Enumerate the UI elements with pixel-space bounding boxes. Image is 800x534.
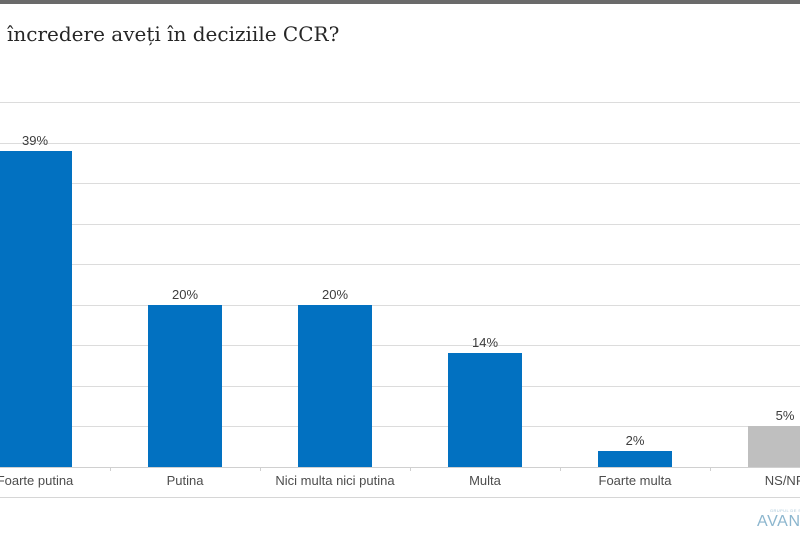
gridline [0, 386, 800, 387]
bar-ns-nr [748, 426, 800, 467]
gridline [0, 224, 800, 225]
x-axis-tick [260, 467, 261, 471]
gridline [0, 305, 800, 306]
gridline [0, 345, 800, 346]
category-label: Foarte putina [0, 473, 74, 488]
x-axis-line [0, 467, 800, 468]
category-label: Putina [166, 473, 204, 488]
bar-foarte-putina [0, 151, 72, 467]
logo-subtext: GRUPUL DE STUDII SOCIO-COMPORTAMENTALE [770, 508, 800, 513]
bar-value-label: 5% [775, 408, 795, 423]
gridline [0, 183, 800, 184]
gridline [0, 426, 800, 427]
logo-text: AVANGARDE [757, 513, 800, 530]
avangarde-logo: GRUPUL DE STUDII SOCIO-COMPORTAMENTALE A… [757, 508, 800, 530]
gridline [0, 102, 800, 103]
top-border-strip [0, 0, 800, 4]
bar-value-label: 20% [171, 287, 199, 302]
bar-value-label: 14% [471, 335, 499, 350]
x-axis-tick [110, 467, 111, 471]
bar-value-label: 20% [321, 287, 349, 302]
x-axis-tick [410, 467, 411, 471]
bar-putina [148, 305, 222, 467]
bar-multa [448, 353, 522, 467]
gridline [0, 143, 800, 144]
footer-divider [0, 497, 800, 498]
category-label: NS/NR [764, 473, 800, 488]
bar-nici-multa-nici-putina [298, 305, 372, 467]
x-axis-tick [560, 467, 561, 471]
bar-value-label: 39% [21, 133, 49, 148]
x-axis-tick [710, 467, 711, 471]
category-label: Multa [469, 473, 501, 488]
bar-value-label: 2% [625, 433, 645, 448]
bar-foarte-multa [598, 451, 672, 467]
gridline [0, 264, 800, 265]
category-label: Nici multa nici putina [275, 473, 395, 488]
category-label: Foarte multa [598, 473, 672, 488]
chart-title: încredere aveți în deciziile CCR? [7, 22, 340, 46]
